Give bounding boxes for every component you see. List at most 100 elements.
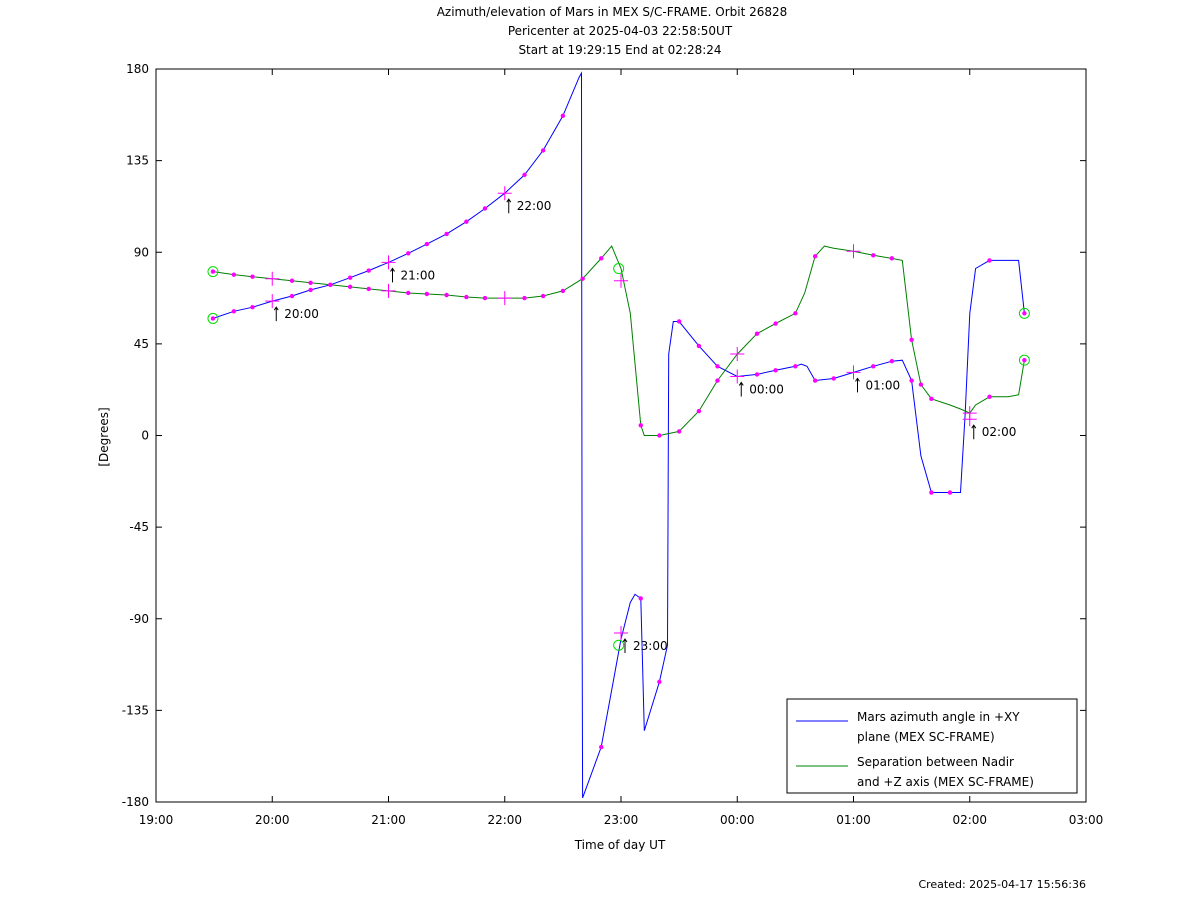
data-point-marker	[657, 433, 662, 438]
data-point-marker	[231, 309, 237, 314]
title-line-2: Pericenter at 2025-04-03 22:58:50UT	[508, 24, 733, 38]
x-tick-label: 21:00	[371, 813, 406, 827]
data-point-marker	[366, 286, 371, 292]
x-tick-label: 22:00	[487, 813, 522, 827]
data-point-marker	[328, 282, 333, 288]
y-axis-ticks: 180 135 90 45 0 -45 -90 -135 -180	[122, 62, 1086, 809]
data-point-marker	[540, 148, 546, 153]
x-tick-label: 00:00	[720, 813, 755, 827]
time-arrow-icon	[273, 306, 279, 322]
data-point-marker	[444, 292, 449, 298]
data-point-marker	[308, 287, 313, 293]
hour-plus-marker	[381, 283, 396, 298]
start-end-circle-marker	[207, 266, 219, 278]
data-point-marker	[889, 256, 895, 261]
start-end-circle-marker	[1018, 307, 1030, 319]
data-point-marker	[918, 382, 924, 387]
time-annotations: 20:00 21:00 22:00 23:00 00:00 01:00 02:00	[273, 198, 1016, 654]
data-point-marker	[231, 272, 237, 277]
created-timestamp: Created: 2025-04-17 15:56:36	[918, 878, 1086, 891]
hour-plus-marker	[381, 255, 396, 270]
data-point-marker	[308, 280, 313, 285]
legend-label-azimuth-line-1: Mars azimuth angle in +XY	[857, 710, 1020, 724]
y-tick-label: 0	[141, 429, 149, 443]
hour-plus-marker	[497, 291, 512, 306]
data-point-marker	[250, 274, 255, 279]
data-point-marker	[210, 316, 216, 321]
time-annotation-label: 23:00	[633, 639, 668, 653]
data-point-marker	[812, 378, 818, 383]
data-point-marker	[871, 253, 876, 258]
hour-plus-marker	[265, 294, 280, 309]
data-point-marker	[424, 241, 430, 247]
y-tick-label: -90	[129, 612, 149, 626]
data-point-marker	[987, 258, 992, 263]
hour-plus-marker	[730, 369, 745, 384]
data-point-marker	[715, 378, 720, 383]
data-point-marker	[696, 343, 702, 349]
y-tick-label: 135	[126, 154, 149, 168]
y-tick-label: -135	[122, 703, 149, 717]
time-annotation-label: 01:00	[866, 378, 901, 392]
y-tick-label: 90	[134, 245, 149, 259]
data-point-marker	[676, 429, 682, 434]
hour-plus-marker	[962, 406, 977, 421]
title-line-1: Azimuth/elevation of Mars in MEX S/C-FRA…	[437, 5, 788, 19]
y-tick-label: 180	[126, 62, 149, 76]
y-tick-label: 45	[134, 337, 149, 351]
data-point-marker	[560, 113, 566, 119]
hour-plus-marker	[846, 244, 861, 259]
x-axis-label: Time of day UT	[574, 838, 666, 852]
data-point-marker	[793, 364, 798, 369]
data-point-marker	[773, 368, 778, 373]
series-1	[207, 244, 1030, 438]
data-point-marker	[210, 269, 216, 274]
data-point-marker	[638, 423, 643, 428]
time-arrow-icon	[622, 638, 628, 654]
data-point-marker	[1022, 357, 1027, 363]
pericenter-circle-marker	[613, 639, 625, 651]
hour-plus-marker	[265, 271, 280, 286]
hour-plus-marker	[846, 365, 861, 380]
x-tick-label: 20:00	[255, 813, 290, 827]
x-tick-label: 02:00	[952, 813, 987, 827]
data-point-marker	[406, 290, 411, 296]
data-point-marker	[540, 293, 546, 299]
time-arrow-icon	[855, 377, 860, 393]
data-point-marker	[406, 251, 411, 256]
x-tick-label: 23:00	[604, 813, 639, 827]
hour-plus-marker	[614, 273, 628, 288]
data-point-marker	[987, 394, 992, 400]
x-tick-label: 19:00	[139, 813, 174, 827]
time-arrow-icon	[390, 267, 395, 283]
data-point-marker	[831, 376, 836, 381]
hour-plus-marker	[614, 626, 628, 641]
data-point-marker	[793, 311, 798, 316]
data-point-marker	[522, 172, 527, 178]
data-point-marker	[444, 231, 449, 237]
legend-label-azimuth-line-2: plane (MEX SC-FRAME)	[857, 730, 995, 744]
series-layer: 20:00 21:00 22:00 23:00 00:00 01:00 02:00	[207, 71, 1030, 799]
data-point-marker	[638, 596, 643, 601]
series-line	[212, 245, 1025, 436]
start-end-circle-marker	[1018, 354, 1030, 366]
time-arrow-icon	[971, 424, 977, 440]
data-point-marker	[482, 295, 488, 301]
data-point-marker	[289, 293, 295, 299]
data-point-marker	[773, 321, 778, 326]
data-point-marker	[289, 278, 295, 283]
time-annotation-label: 22:00	[517, 199, 552, 213]
y-tick-label: -180	[122, 795, 149, 809]
data-point-marker	[754, 372, 760, 377]
data-point-marker	[889, 358, 895, 364]
data-point-marker	[250, 305, 255, 310]
series-line	[212, 71, 1025, 799]
data-point-marker	[347, 275, 353, 280]
y-axis-label: [Degrees]	[97, 407, 111, 466]
data-point-marker	[560, 288, 566, 294]
x-tick-label: 01:00	[836, 813, 871, 827]
data-point-marker	[871, 364, 876, 369]
title-line-3: Start at 19:29:15 End at 02:28:24	[518, 43, 721, 57]
legend-label-separation-line-1: Separation between Nadir	[857, 755, 1014, 769]
data-point-marker	[929, 396, 934, 402]
